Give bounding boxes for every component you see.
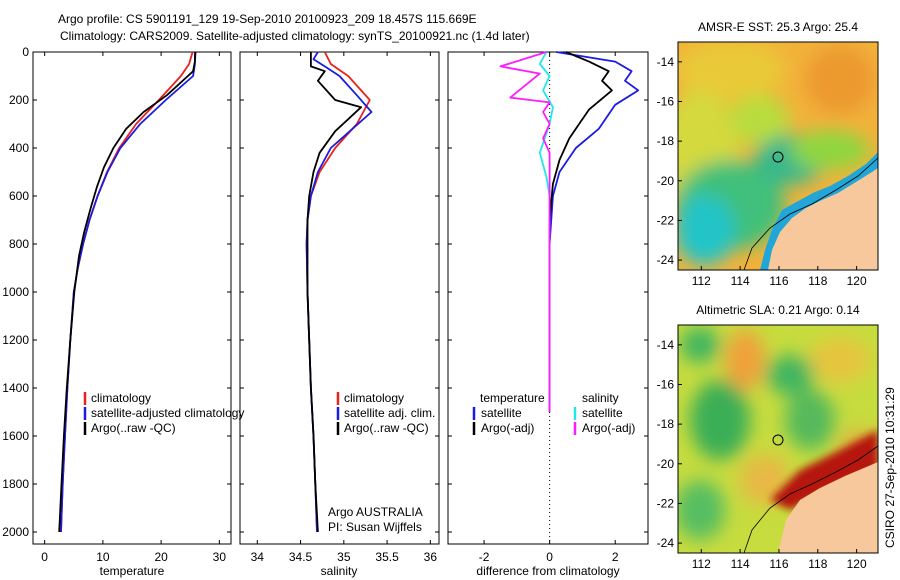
x-tick-label: 34.5 [289,550,313,564]
series-line-argo-raw-qc- [306,52,362,533]
map-x-tick-label: 120 [847,557,867,571]
difference-plot: -2 0 2 [448,51,648,564]
map-y-tick-label: -16 [657,94,675,108]
salinity-axes [239,51,440,545]
depth-tick-label: 1000 [2,285,29,299]
depth-tick-label: 1200 [2,333,29,347]
difference-axes [447,51,649,545]
x-tick-label: 20 [154,550,168,564]
x-tick-label: 34 [251,550,265,564]
sst-map-title: AMSR-E SST: 25.3 Argo: 25.4 [698,20,858,34]
x-tick-label: 35 [337,550,351,564]
map-x-tick-label: 112 [692,274,711,288]
sst-map-ticks: 112 114 116 118 120 -14 -16 -18 -20 -22 -24 [657,55,867,288]
sst-map-frame [677,41,879,271]
x-tick-label: 36 [424,550,438,564]
map-y-tick-label: -16 [657,377,675,391]
map-x-tick-label: 118 [808,274,827,288]
map-y-tick-label: -22 [657,496,675,510]
sla-map-frame [677,324,879,554]
legend-label-sal-satellite: satellite [582,406,623,420]
legend-label-argo: Argo(..raw -QC) [91,421,176,435]
temperature-legend: climatology satellite-adjusted climatolo… [83,391,244,435]
depth-tick-labels: 0 200 400 600 800 1000 1200 1400 1600 1800 2000 [2,45,29,539]
salinity-plot: 34 34.5 35 35.5 36 [240,51,439,564]
annotation-pi-name: PI: Susan Wijffels [328,520,422,534]
x-tick-label: -2 [479,550,490,564]
legend-label-satellite: satellite-adjusted climatology [91,406,244,420]
difference-xlabel: difference from climatology [476,564,619,578]
map-y-tick-label: -14 [657,338,675,352]
temperature-plot: 0 10 20 30 [33,51,231,564]
legend-label-satellite: satellite adj. clim. [344,406,435,420]
map-x-tick-label: 116 [769,274,788,288]
depth-tick-label: 800 [9,237,29,251]
legend-label-temp-argo: Argo(-adj) [481,421,534,435]
map-y-tick-label: -18 [657,417,675,431]
x-tick-label: 10 [96,550,110,564]
temperature-xlabel: temperature [100,564,165,578]
legend-label-climatology: climatology [344,391,404,405]
figure-title-line2: Climatology: CARS2009. Satellite-adjuste… [60,29,530,43]
sla-map-title: Altimetric SLA: 0.21 Argo: 0.14 [696,303,860,317]
legend-heading-salinity: salinity [582,391,619,405]
map-x-tick-label: 116 [769,557,788,571]
x-tick-label: 2 [612,550,619,564]
depth-tick-label: 1800 [2,477,29,491]
map-x-tick-label: 112 [692,557,711,571]
sst-map-image [678,42,878,270]
salinity-legend: climatology satellite adj. clim. Argo(..… [328,391,435,534]
x-tick-label: 0 [546,550,553,564]
depth-tick-label: 2000 [2,525,29,539]
legend-label-temp-satellite: satellite [481,406,522,420]
argo-location-marker [772,151,784,163]
legend-label-argo: Argo(..raw -QC) [344,421,429,435]
series-line-salinity-argo-adj- [499,51,551,412]
map-y-tick-label: -18 [657,134,675,148]
map-x-tick-label: 114 [731,557,750,571]
depth-tick-label: 200 [9,93,29,107]
map-y-tick-label: -14 [657,55,675,69]
side-timestamp-label: CSIRO 27-Sep-2010 10:31:29 [883,387,897,548]
legend-label-climatology: climatology [91,391,151,405]
figure-title-line1: Argo profile: CS 5901191_129 19-Sep-2010… [58,12,477,26]
depth-tick-label: 1400 [2,381,29,395]
depth-tick-label: 1600 [2,429,29,443]
map-y-tick-label: -22 [657,213,675,227]
depth-tick-label: 400 [9,141,29,155]
map-y-tick-label: -24 [657,253,675,267]
depth-tick-label: 0 [22,45,29,59]
x-tick-label: 0 [41,550,48,564]
salinity-xlabel: salinity [321,564,358,578]
series-line-argo-raw-qc- [58,51,197,533]
x-tick-label: 30 [213,550,227,564]
map-x-tick-label: 120 [847,274,867,288]
map-x-tick-label: 118 [808,557,827,571]
argo-location-marker [772,434,784,446]
legend-label-sal-argo: Argo(-adj) [582,421,635,435]
map-x-tick-label: 114 [731,274,750,288]
annotation-argo-australia: Argo AUSTRALIA [328,505,423,519]
legend-heading-temperature: temperature [480,391,545,405]
map-y-tick-label: -20 [657,174,675,188]
map-y-tick-label: -20 [657,457,675,471]
map-y-tick-label: -24 [657,536,675,550]
difference-legend: temperature satellite Argo(-adj) salinit… [472,391,635,435]
sla-map-image [678,325,878,553]
sla-map-ticks: 112 114 116 118 120 -14 -16 -18 -20 -22 -24 [657,338,867,571]
x-tick-label: 35.5 [375,550,399,564]
depth-tick-label: 600 [9,189,29,203]
